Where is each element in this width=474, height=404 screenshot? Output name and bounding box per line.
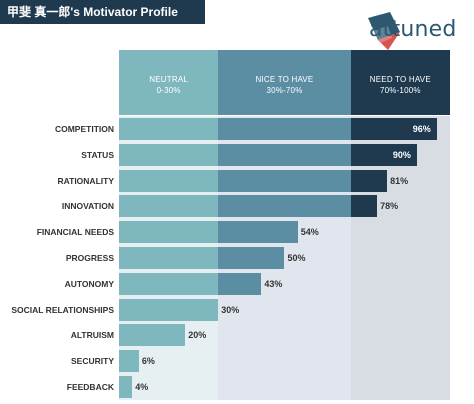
bar-segment bbox=[119, 350, 139, 373]
category-label: FINANCIAL NEEDS bbox=[36, 227, 114, 238]
category-label: SOCIAL RELATIONSHIPS bbox=[11, 304, 114, 315]
band-header-neutral bbox=[119, 50, 219, 115]
bar-segment bbox=[119, 169, 219, 192]
value-label: 54% bbox=[300, 227, 319, 238]
category-label: SECURITY bbox=[71, 356, 114, 367]
band-range: 0-30% bbox=[156, 86, 181, 95]
bar-segment bbox=[119, 272, 219, 295]
value-label: 78% bbox=[380, 201, 399, 212]
bar-segment bbox=[119, 375, 133, 398]
category-label: AUTONOMY bbox=[64, 278, 114, 289]
logo-text: attuned bbox=[369, 17, 457, 42]
bar-segment bbox=[119, 117, 219, 140]
bar-segment bbox=[350, 195, 378, 218]
band-name: NICE TO HAVE bbox=[255, 75, 314, 84]
bar-segment bbox=[119, 324, 186, 347]
band-name: NEED TO HAVE bbox=[369, 75, 431, 84]
bar-segment bbox=[350, 143, 417, 166]
value-label: 20% bbox=[188, 330, 207, 341]
value-label: 30% bbox=[221, 304, 240, 315]
value-label: 43% bbox=[264, 278, 283, 289]
value-label: 6% bbox=[141, 356, 155, 367]
band-name: NEUTRAL bbox=[149, 75, 189, 84]
category-label: PROGRESS bbox=[65, 252, 114, 263]
band-range: 70%-100% bbox=[379, 86, 421, 95]
bar-segment bbox=[350, 169, 388, 192]
value-label: 96% bbox=[412, 123, 431, 134]
category-label: COMPETITION bbox=[54, 123, 114, 134]
bar-segment bbox=[218, 195, 351, 218]
bar-segment bbox=[119, 298, 219, 321]
bar-segment bbox=[119, 246, 219, 269]
category-label: RATIONALITY bbox=[57, 175, 114, 186]
attuned-logo-icon bbox=[368, 12, 400, 50]
band-header-need-to-have bbox=[350, 50, 450, 115]
band-range: 30%-70% bbox=[266, 86, 303, 95]
value-label: 90% bbox=[392, 149, 411, 160]
band-header-nice-to-have bbox=[218, 50, 351, 115]
bar-segment bbox=[119, 195, 219, 218]
bar-segment bbox=[218, 143, 351, 166]
value-label: 4% bbox=[135, 381, 149, 392]
category-label: INNOVATION bbox=[61, 201, 114, 212]
category-label: FEEDBACK bbox=[66, 381, 114, 392]
bar-segment bbox=[218, 272, 262, 295]
value-label: 81% bbox=[390, 175, 409, 186]
bar-segment bbox=[218, 169, 351, 192]
value-label: 50% bbox=[287, 252, 306, 263]
bar-segment bbox=[218, 221, 298, 244]
bar-segment bbox=[218, 117, 351, 140]
category-label: STATUS bbox=[81, 149, 114, 160]
profile-title: 甲斐 真一郎's Motivator Profile bbox=[0, 0, 205, 24]
bar-segment bbox=[119, 221, 219, 244]
bar-segment bbox=[218, 246, 285, 269]
category-label: ALTRUISM bbox=[70, 330, 114, 341]
bar-segment bbox=[350, 117, 437, 140]
bar-segment bbox=[119, 143, 219, 166]
